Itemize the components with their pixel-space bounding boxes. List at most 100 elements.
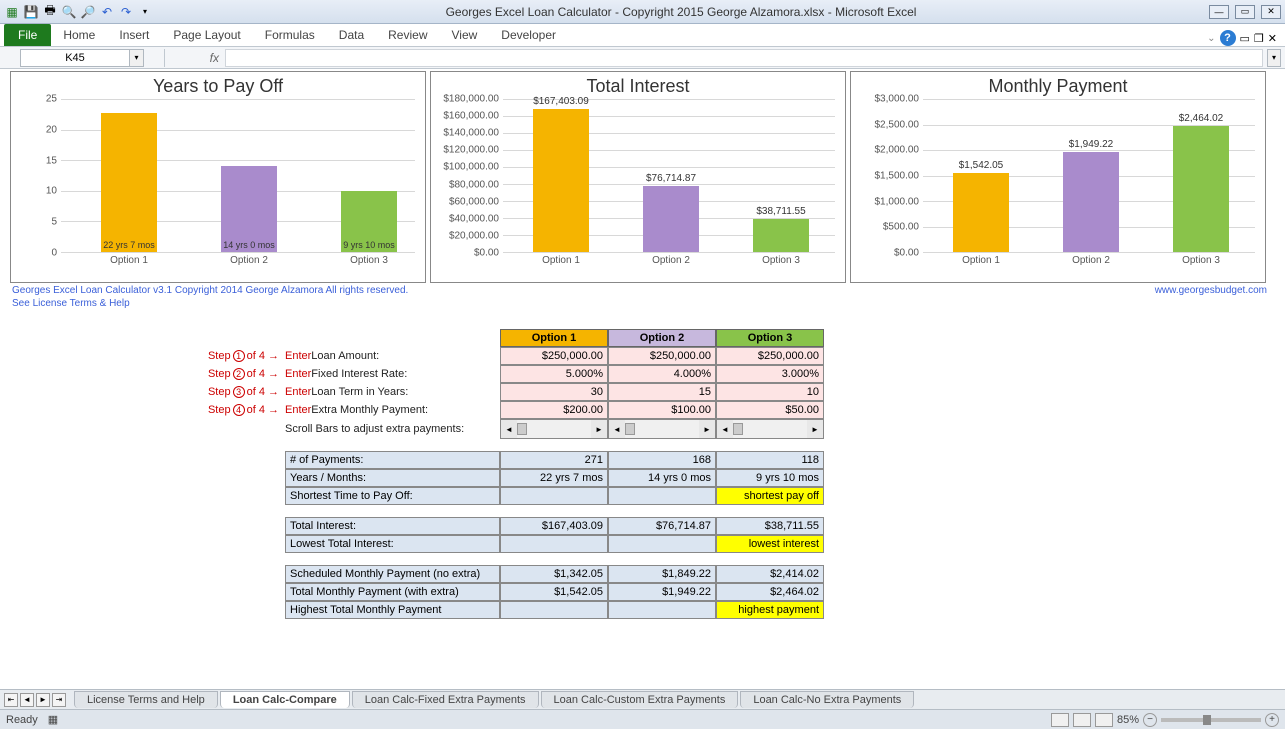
save-icon[interactable]: 💾 [23, 4, 39, 20]
statusbar: Ready ▦ 85% − + [0, 709, 1285, 729]
total-interest-opt2: $76,714.87 [608, 517, 716, 535]
tab-page-layout[interactable]: Page Layout [161, 24, 252, 46]
rate-label: Enter Fixed Interest Rate: [285, 365, 500, 383]
extra-opt3[interactable]: $50.00 [716, 401, 824, 419]
zoom-in-button[interactable]: + [1265, 713, 1279, 727]
scroll-left-icon[interactable]: ◄ [609, 420, 625, 438]
sched-payment-opt3: $2,414.02 [716, 565, 824, 583]
close-button[interactable]: ✕ [1261, 5, 1281, 19]
sheet-nav-next[interactable]: ► [36, 693, 50, 707]
num-payments-opt1: 271 [500, 451, 608, 469]
num-payments-opt2: 168 [608, 451, 716, 469]
step-3-label: Step 3 of 4 → [170, 383, 285, 401]
sheet-tab[interactable]: Loan Calc-Compare [220, 691, 350, 708]
chart-bar: $1,949.22 [1063, 152, 1119, 252]
header-option-3: Option 3 [716, 329, 824, 347]
scrollbar-opt3[interactable]: ◄► [716, 419, 824, 439]
tab-developer[interactable]: Developer [489, 24, 568, 46]
maximize-button[interactable]: ▭ [1235, 5, 1255, 19]
tab-data[interactable]: Data [327, 24, 376, 46]
view-break-icon[interactable] [1095, 713, 1113, 727]
view-normal-icon[interactable] [1051, 713, 1069, 727]
tab-home[interactable]: Home [51, 24, 107, 46]
scroll-left-icon[interactable]: ◄ [717, 420, 733, 438]
name-box[interactable] [20, 49, 130, 67]
rate-opt3[interactable]: 3.000% [716, 365, 824, 383]
loan-amount-opt1[interactable]: $250,000.00 [500, 347, 608, 365]
window-controls: — ▭ ✕ [1209, 5, 1281, 19]
years-months-opt3: 9 yrs 10 mos [716, 469, 824, 487]
minimize-button[interactable]: — [1209, 5, 1229, 19]
undo-icon[interactable]: ↶ [99, 4, 115, 20]
formula-bar-row: ▾ fx ▾ [0, 47, 1285, 69]
chart-bar: 22 yrs 7 mos [101, 113, 157, 252]
zoom-level[interactable]: 85% [1117, 714, 1139, 726]
sheet-tab[interactable]: Loan Calc-Custom Extra Payments [541, 691, 739, 708]
copyright-line-1: Georges Excel Loan Calculator v3.1 Copyr… [0, 283, 1285, 296]
sheet-nav-first[interactable]: ⇤ [4, 693, 18, 707]
print-icon[interactable]: 🖶 [42, 4, 58, 20]
scrollbar-opt1[interactable]: ◄► [500, 419, 608, 439]
chart-bar: $76,714.87 [643, 186, 699, 252]
total-payment-opt3: $2,464.02 [716, 583, 824, 601]
zoom-out-button[interactable]: − [1143, 713, 1157, 727]
tab-view[interactable]: View [440, 24, 490, 46]
loan-amount-label: Enter Loan Amount: [285, 347, 500, 365]
scroll-left-icon[interactable]: ◄ [501, 420, 517, 438]
scroll-right-icon[interactable]: ► [591, 420, 607, 438]
rate-opt1[interactable]: 5.000% [500, 365, 608, 383]
shortest-label: Shortest Time to Pay Off: [285, 487, 500, 505]
highest-payment-label: Highest Total Monthly Payment [285, 601, 500, 619]
sheet-nav-last[interactable]: ⇥ [52, 693, 66, 707]
file-tab[interactable]: File [4, 24, 51, 46]
term-opt1[interactable]: 30 [500, 383, 608, 401]
sheet-tab[interactable]: Loan Calc-Fixed Extra Payments [352, 691, 539, 708]
workbook-close-icon[interactable]: ✕ [1268, 32, 1277, 45]
macro-record-icon[interactable]: ▦ [48, 713, 58, 726]
tab-formulas[interactable]: Formulas [253, 24, 327, 46]
loan-amount-opt2[interactable]: $250,000.00 [608, 347, 716, 365]
namebox-dropdown[interactable]: ▾ [130, 49, 144, 67]
formula-bar[interactable] [225, 49, 1263, 67]
redo-icon[interactable]: ↷ [118, 4, 134, 20]
scroll-label: Scroll Bars to adjust extra payments: [285, 419, 500, 439]
qat-dropdown-icon[interactable]: ▾ [137, 4, 153, 20]
total-interest-label: Total Interest: [285, 517, 500, 535]
years-months-opt2: 14 yrs 0 mos [608, 469, 716, 487]
ribbon-tabs: File Home Insert Page Layout Formulas Da… [0, 24, 1285, 47]
extra-opt1[interactable]: $200.00 [500, 401, 608, 419]
total-payment-label: Total Monthly Payment (with extra) [285, 583, 500, 601]
view-layout-icon[interactable] [1073, 713, 1091, 727]
formula-bar-expand[interactable]: ▾ [1267, 49, 1281, 67]
tab-review[interactable]: Review [376, 24, 439, 46]
replace-icon[interactable]: 🔎 [80, 4, 96, 20]
loan-amount-opt3[interactable]: $250,000.00 [716, 347, 824, 365]
tab-insert[interactable]: Insert [107, 24, 161, 46]
extra-opt2[interactable]: $100.00 [608, 401, 716, 419]
website-link[interactable]: www.georgesbudget.com [1155, 285, 1267, 296]
find-icon[interactable]: 🔍 [61, 4, 77, 20]
workbook-min-icon[interactable]: ▭ [1240, 32, 1250, 45]
scroll-right-icon[interactable]: ► [807, 420, 823, 438]
term-opt3[interactable]: 10 [716, 383, 824, 401]
help-icon[interactable]: ? [1220, 30, 1236, 46]
titlebar: ▦ 💾 🖶 🔍 🔎 ↶ ↷ ▾ Georges Excel Loan Calcu… [0, 0, 1285, 24]
scrollbar-opt2[interactable]: ◄► [608, 419, 716, 439]
copyright-line-2[interactable]: See License Terms & Help [0, 296, 1285, 309]
sheet-nav-prev[interactable]: ◄ [20, 693, 34, 707]
lowest-interest-label: Lowest Total Interest: [285, 535, 500, 553]
term-opt2[interactable]: 15 [608, 383, 716, 401]
chart-bar: $38,711.55 [753, 219, 809, 252]
sheet-tab[interactable]: License Terms and Help [74, 691, 218, 708]
workbook-restore-icon[interactable]: ❐ [1254, 32, 1264, 45]
ribbon-min-icon[interactable]: ⌄ [1207, 33, 1215, 44]
highest-payment-opt1 [500, 601, 608, 619]
chart-monthly-payment: Monthly Payment $3,000.00$2,500.00$2,000… [850, 71, 1266, 283]
lowest-interest-badge: lowest interest [716, 535, 824, 553]
rate-opt2[interactable]: 4.000% [608, 365, 716, 383]
scroll-right-icon[interactable]: ► [699, 420, 715, 438]
years-months-opt1: 22 yrs 7 mos [500, 469, 608, 487]
zoom-slider[interactable] [1161, 718, 1261, 722]
chart-title: Years to Pay Off [11, 72, 425, 99]
sheet-tab[interactable]: Loan Calc-No Extra Payments [740, 691, 914, 708]
